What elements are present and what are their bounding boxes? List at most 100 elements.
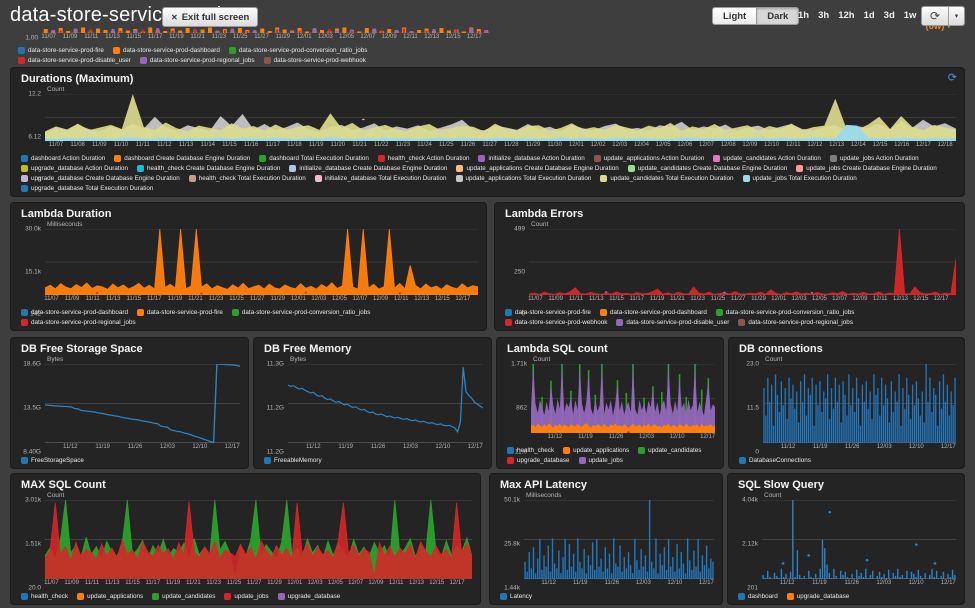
x-axis-ticks: 11/07 11/08 11/09 11/10 11/11 11/12 11/13 11/14… bbox=[45, 142, 956, 151]
chart-plot-area[interactable] bbox=[288, 364, 483, 443]
legend-item[interactable]: health_check bbox=[507, 446, 554, 455]
legend-item[interactable]: upgrade_database Total Execution Duratio… bbox=[21, 184, 153, 193]
legend-item[interactable]: data-store-service-prod-webhook bbox=[263, 56, 366, 65]
legend-label: data-store-service-prod-conversion_ratio… bbox=[238, 47, 368, 54]
x-tick-label: 12/03 bbox=[612, 142, 628, 148]
x-axis-ticks: 11/12 11/19 11/26 12/03 12/10 12/17 bbox=[763, 444, 956, 453]
legend-item[interactable]: Latency bbox=[500, 592, 532, 601]
legend-item[interactable]: data-store-service-prod-disable_user bbox=[18, 56, 131, 65]
x-tick-label: 11/10 bbox=[113, 142, 129, 148]
theme-light-button[interactable]: Light bbox=[712, 7, 757, 25]
legend-item[interactable]: FreeStorageSpace bbox=[21, 456, 84, 465]
y-tick-label: 11.5 bbox=[746, 404, 759, 412]
chart-plot-area[interactable] bbox=[45, 229, 478, 295]
legend-item[interactable]: DatabaseConnections bbox=[739, 456, 811, 465]
x-tick-label: 11/25 bbox=[438, 142, 454, 148]
time-range-1d[interactable]: 1d bbox=[863, 10, 875, 21]
chart-plot-area[interactable] bbox=[529, 229, 956, 295]
legend-item[interactable]: data-store-service-prod-conversion_ratio… bbox=[715, 308, 854, 317]
legend-item[interactable]: update_candidates bbox=[152, 592, 215, 601]
x-tick-label: 11/26 bbox=[608, 434, 624, 440]
legend-item[interactable]: data-store-service-prod-regional_jobs bbox=[738, 318, 853, 327]
legend-item[interactable]: health_check Total Execution Duration bbox=[188, 174, 306, 183]
x-tick-label: 11/27 bbox=[249, 296, 265, 302]
x-tick-label: 11/25 bbox=[229, 296, 244, 302]
refresh-caret-button[interactable]: ▾ bbox=[949, 6, 965, 26]
legend-item[interactable]: data-store-service-prod-regional_jobs bbox=[139, 56, 255, 65]
legend-swatch-icon bbox=[21, 165, 28, 172]
legend-item[interactable]: upgrade_database Action Duration bbox=[21, 164, 128, 173]
legend-item[interactable]: data-store-service-prod-disable_user bbox=[616, 318, 729, 327]
legend-item[interactable]: dashboard bbox=[738, 592, 778, 601]
chart-plot-area[interactable] bbox=[45, 500, 472, 579]
x-tick-label: 12/17 bbox=[700, 434, 716, 440]
legend-item[interactable]: update_applications bbox=[77, 592, 143, 601]
chart-plot-area[interactable] bbox=[42, 27, 490, 33]
panel-refresh-icon[interactable]: ⟳ bbox=[947, 72, 957, 84]
legend-item[interactable]: FreeableMemory bbox=[264, 456, 322, 465]
legend-item[interactable]: data-store-service-prod-fire bbox=[505, 308, 591, 317]
legend-item[interactable]: health_check bbox=[21, 592, 68, 601]
legend-item[interactable]: upgrade_database bbox=[786, 592, 849, 601]
x-tick-label: 12/03 bbox=[876, 444, 892, 450]
chart-plot-area[interactable] bbox=[531, 364, 715, 433]
y-axis-ticks: 23.0 11.5 0 bbox=[735, 361, 763, 456]
legend-item[interactable]: update_jobs Total Execution Duration bbox=[742, 174, 857, 183]
legend-item[interactable]: update_applications Action Duration bbox=[593, 154, 704, 163]
legend-item[interactable]: update_candidates Total Execution Durati… bbox=[600, 174, 734, 183]
legend-item[interactable]: health_check Action Duration bbox=[377, 154, 469, 163]
legend-item[interactable]: health_check Create Database Engine Dura… bbox=[136, 164, 280, 173]
legend-item[interactable]: data-store-service-prod-fire bbox=[18, 46, 104, 55]
legend-item[interactable]: data-store-service-prod-webhook bbox=[505, 318, 607, 327]
chart-plot-area[interactable] bbox=[763, 364, 956, 443]
legend-item[interactable]: dashboard Action Duration bbox=[21, 154, 105, 163]
x-tick-label: 12/10 bbox=[908, 444, 924, 450]
time-range-3h[interactable]: 3h bbox=[818, 10, 830, 21]
x-tick-label: 11/11 bbox=[568, 296, 584, 302]
legend-item[interactable]: data-store-service-prod-regional_jobs bbox=[21, 318, 136, 327]
chart-plot-area[interactable] bbox=[45, 94, 956, 141]
exit-full-screen-button[interactable]: ✕ Exit full screen bbox=[162, 7, 259, 27]
chart-plot-area[interactable] bbox=[762, 500, 956, 579]
legend-item[interactable]: initialize_database Action Duration bbox=[478, 154, 585, 163]
chart-legend: dashboard Action Duration dashboard Creat… bbox=[17, 151, 956, 194]
x-tick-label: 12/11 bbox=[393, 296, 409, 302]
legend-item[interactable]: update_applications Create Database Engi… bbox=[456, 164, 619, 173]
chart-plot-area[interactable] bbox=[45, 364, 240, 443]
legend-item[interactable]: data-store-service-prod-dashboard bbox=[599, 308, 707, 317]
x-tick-label: 11/17 bbox=[265, 142, 281, 148]
time-range-1h[interactable]: 1h bbox=[798, 10, 810, 21]
legend-item[interactable]: update_jobs bbox=[224, 592, 269, 601]
legend-item[interactable]: data-store-service-prod-conversion_ratio… bbox=[228, 46, 368, 55]
legend-item[interactable]: upgrade_database bbox=[277, 592, 340, 601]
legend-item[interactable]: data-store-service-prod-dashboard bbox=[112, 46, 220, 55]
legend-item[interactable]: update_applications bbox=[563, 446, 629, 455]
legend-item[interactable]: update_jobs Create Database Engine Durat… bbox=[796, 164, 937, 173]
legend-item[interactable]: update_applications Total Execution Dura… bbox=[455, 174, 591, 183]
legend-label: data-store-service-prod-regional_jobs bbox=[748, 319, 853, 326]
legend-item[interactable]: update_candidates Create Database Engine… bbox=[627, 164, 787, 173]
legend-item[interactable]: update_jobs Action Duration bbox=[829, 154, 919, 163]
legend-item[interactable]: upgrade_database Create Database Engine … bbox=[21, 174, 180, 183]
legend-swatch-icon bbox=[507, 447, 514, 454]
legend-item[interactable]: upgrade_database bbox=[507, 456, 570, 465]
legend-item[interactable]: dashboard Total Execution Duration bbox=[259, 154, 369, 163]
theme-dark-button[interactable]: Dark bbox=[756, 7, 800, 25]
legend-item[interactable]: update_candidates bbox=[638, 446, 701, 455]
refresh-button[interactable]: ⟳ bbox=[921, 6, 949, 26]
x-tick-label: 11/11 bbox=[85, 296, 100, 302]
y-tick-label: 30.0k bbox=[25, 225, 41, 233]
time-range-12h[interactable]: 12h bbox=[838, 10, 855, 21]
chart-plot-area[interactable] bbox=[524, 500, 714, 579]
time-range-1w[interactable]: 1w bbox=[903, 10, 917, 21]
legend-item[interactable]: data-store-service-prod-conversion_ratio… bbox=[231, 308, 370, 317]
legend-swatch-icon bbox=[829, 155, 837, 162]
legend-item[interactable]: update_candidates Action Duration bbox=[713, 154, 821, 163]
legend-item[interactable]: initialize_database Create Database Engi… bbox=[289, 164, 447, 173]
legend-item[interactable]: data-store-service-prod-dashboard bbox=[21, 308, 128, 317]
legend-item[interactable]: update_jobs bbox=[578, 456, 623, 465]
legend-item[interactable]: initialize_database Total Execution Dura… bbox=[314, 174, 447, 183]
time-range-3d[interactable]: 3d bbox=[883, 10, 895, 21]
legend-item[interactable]: dashboard Create Database Engine Duratio… bbox=[114, 154, 250, 163]
legend-item[interactable]: data-store-service-prod-fire bbox=[136, 308, 223, 317]
